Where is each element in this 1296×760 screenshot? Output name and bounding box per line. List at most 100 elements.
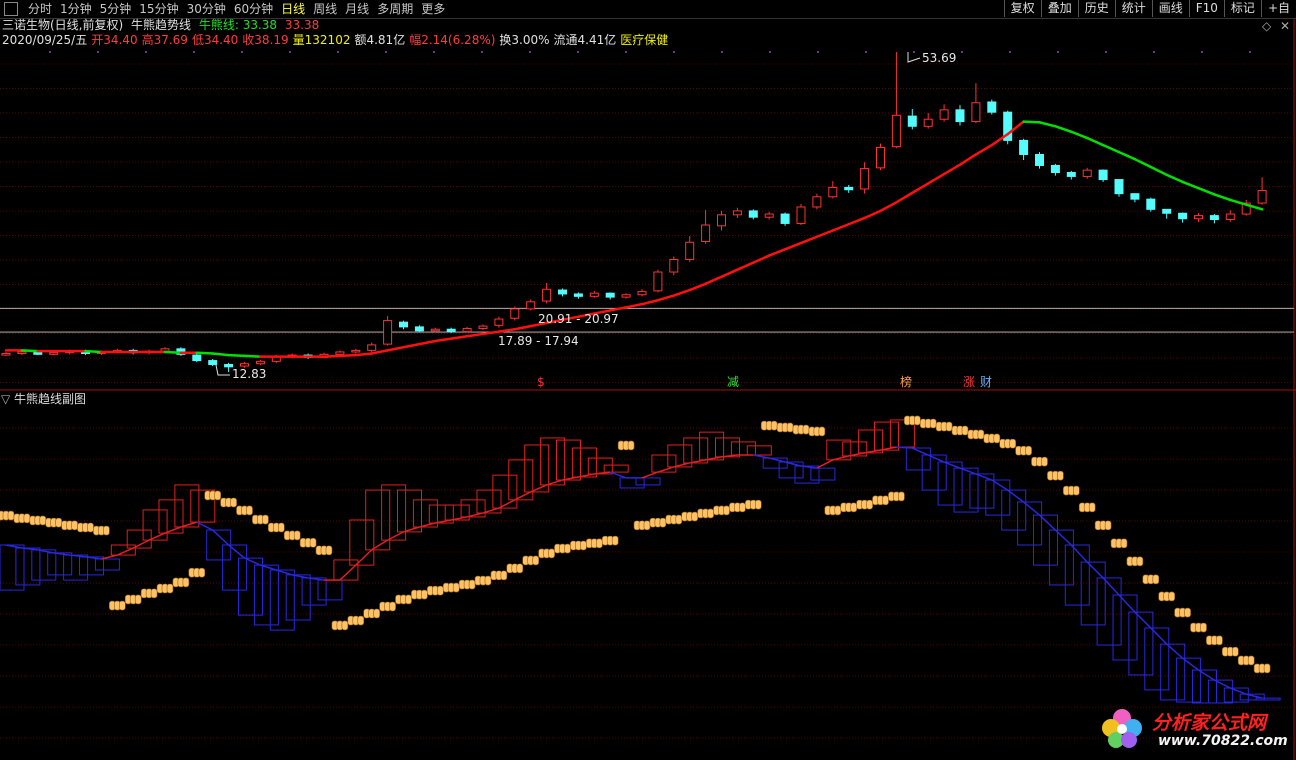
trend-line <box>1038 121 1057 128</box>
trend-line <box>863 209 882 220</box>
period-tab[interactable]: 60分钟 <box>233 2 274 16</box>
trend-line <box>211 352 230 357</box>
tool-button[interactable]: 统计 <box>1114 0 1152 17</box>
period-tab[interactable]: 更多 <box>421 2 446 16</box>
trend-line <box>419 522 436 528</box>
trend-line <box>689 459 706 464</box>
trend-line <box>672 288 691 297</box>
trend-line <box>355 549 373 566</box>
dot <box>49 51 51 53</box>
site-name: 分析家公式网 <box>1152 712 1267 734</box>
dot <box>337 51 339 53</box>
dot <box>673 51 675 53</box>
price-annotation: 53.69 <box>922 51 956 65</box>
period-tab[interactable]: 日线 <box>281 2 306 16</box>
trend-box <box>683 437 709 464</box>
signal-marker <box>103 525 110 536</box>
sector: 医疗保健 <box>620 33 669 47</box>
trend-line <box>1038 514 1056 531</box>
candle-body <box>637 291 647 296</box>
trend-line <box>85 556 102 560</box>
candle-body <box>717 214 726 227</box>
candle-body <box>701 224 711 242</box>
candle-body <box>17 351 27 355</box>
candle-body <box>49 352 59 355</box>
period-tab[interactable]: 周线 <box>313 2 338 16</box>
period-tab[interactable]: 分时 <box>28 2 53 16</box>
tool-button[interactable]: 复权 <box>1003 0 1041 17</box>
trend-line <box>1197 186 1216 196</box>
trend-line <box>498 499 516 509</box>
menu-icon[interactable] <box>4 2 18 16</box>
trend-line <box>1085 136 1105 147</box>
trend-line <box>1117 150 1137 161</box>
trend-line <box>704 275 723 286</box>
trend-line <box>20 349 40 353</box>
trend-line <box>783 241 803 251</box>
tool-buttons: 复权 叠加 历史 统计 画线 F10 标记 +自 <box>1003 0 1296 17</box>
tool-button[interactable]: 叠加 <box>1040 0 1078 17</box>
trend-line <box>640 298 660 306</box>
trend-line <box>481 330 501 336</box>
tool-button[interactable]: 画线 <box>1151 0 1189 17</box>
trend-line <box>466 512 484 518</box>
trend-line <box>260 564 277 571</box>
trend-box <box>810 467 836 481</box>
trend-line <box>276 569 293 576</box>
subchart-title: 牛熊趋线副图 <box>14 391 86 406</box>
trend-line <box>1182 657 1199 671</box>
trend-line <box>244 557 261 566</box>
candle-body <box>1098 169 1108 181</box>
signal-marker <box>293 530 301 541</box>
signal-marker <box>754 499 762 510</box>
signal-marker <box>71 520 78 531</box>
trend-box <box>269 569 295 631</box>
trend-line <box>974 143 994 156</box>
signal-marker <box>595 538 603 549</box>
change: 幅2.14(6.28%) <box>409 33 496 47</box>
dot <box>721 51 723 53</box>
trend-line <box>1054 529 1072 546</box>
candle-body <box>1225 213 1235 221</box>
price-annotation: 12.83 <box>232 367 266 381</box>
trend-line <box>196 521 214 531</box>
tool-button[interactable]: F10 <box>1188 0 1224 17</box>
candle-body <box>224 363 234 368</box>
period-tab[interactable]: 多周期 <box>377 2 414 16</box>
dot <box>625 51 627 53</box>
period-tab[interactable]: 15分钟 <box>139 2 179 16</box>
trend-line <box>594 471 611 475</box>
trend-line <box>864 449 881 454</box>
candle-body <box>812 196 822 208</box>
trend-box <box>858 429 884 454</box>
trend-box <box>1033 514 1058 566</box>
trend-box <box>524 444 550 493</box>
trend-line <box>482 507 500 514</box>
candle-body <box>685 241 695 260</box>
amount: 额4.81亿 <box>354 33 406 47</box>
trend-box <box>190 489 216 523</box>
signal-marker <box>739 502 746 513</box>
candle-body <box>1082 169 1092 177</box>
signal-marker <box>150 588 158 599</box>
period-tab[interactable]: 1分钟 <box>60 2 92 16</box>
period-tab[interactable]: 月线 <box>345 2 370 16</box>
period-tab[interactable]: 30分钟 <box>186 2 226 16</box>
site-url: www.70822.com <box>1158 733 1288 749</box>
tool-button[interactable]: 历史 <box>1077 0 1115 17</box>
dot <box>145 51 147 53</box>
trend-box <box>826 439 852 461</box>
trend-line <box>688 282 707 292</box>
trend-box <box>365 489 391 551</box>
trend-line <box>816 459 834 469</box>
period-tab[interactable]: 5分钟 <box>99 2 132 16</box>
tool-button[interactable]: 标记 <box>1223 0 1261 17</box>
tool-button[interactable]: +自 <box>1260 0 1296 17</box>
candle-body <box>955 109 965 123</box>
trend-box <box>1017 501 1043 546</box>
trend-box <box>1255 697 1281 701</box>
subchart-icon: ▽ <box>1 392 11 406</box>
signal-marker <box>1057 470 1064 481</box>
event-marker: 涨 <box>963 374 975 389</box>
trend-box <box>842 441 868 457</box>
